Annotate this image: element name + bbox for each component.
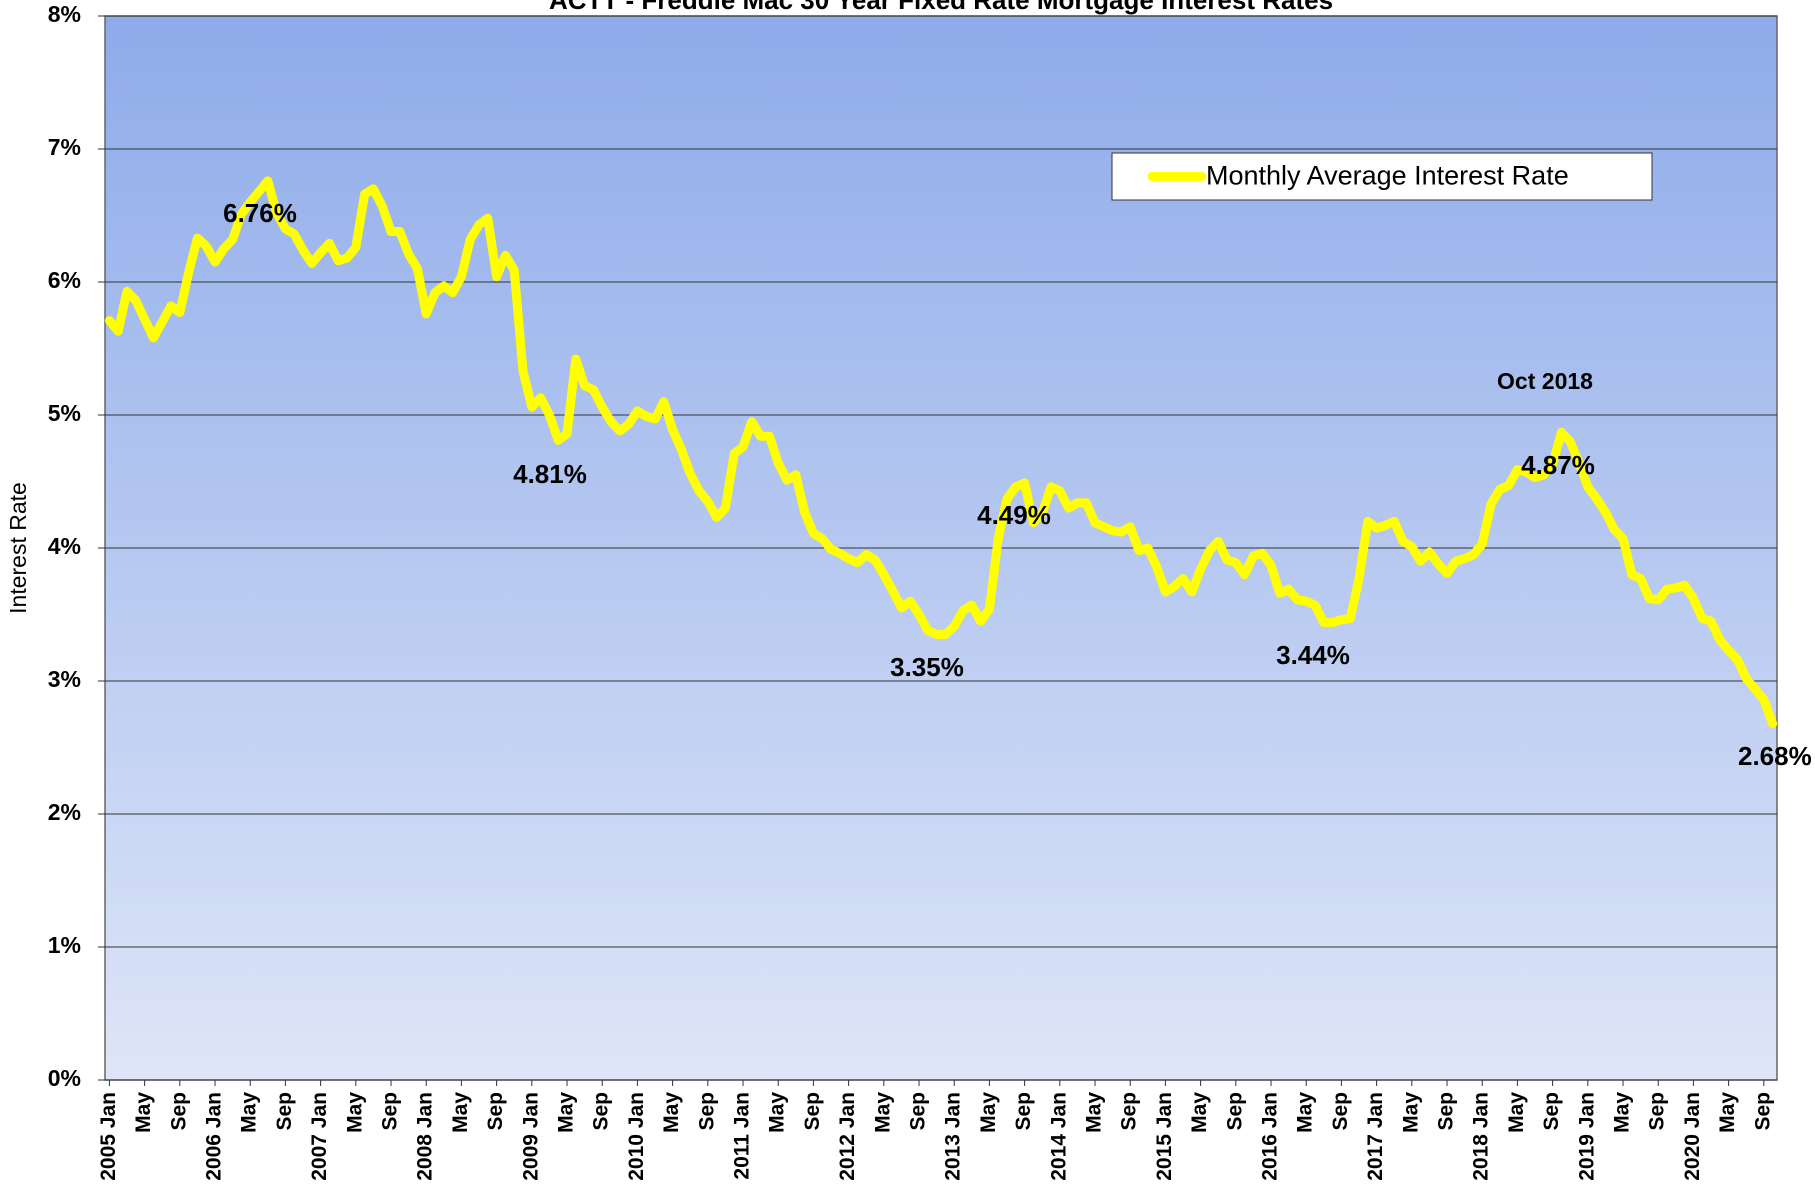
x-tick-label: 2012 Jan bbox=[836, 1092, 859, 1181]
chart-title: ACTT - Freddie Mac 30 Year Fixed Rate Mo… bbox=[549, 0, 1333, 15]
x-tick-label: May bbox=[1611, 1092, 1634, 1133]
x-tick-label: Sep bbox=[801, 1092, 824, 1131]
x-tick-label: May bbox=[1716, 1092, 1739, 1133]
y-tick-label: 7% bbox=[48, 134, 81, 160]
x-tick-label: Sep bbox=[1435, 1092, 1458, 1131]
annotation: 4.49% bbox=[977, 500, 1051, 530]
annotation: 2.68% bbox=[1738, 741, 1812, 771]
x-tick-label: Sep bbox=[695, 1092, 718, 1131]
legend-label: Monthly Average Interest Rate bbox=[1206, 161, 1569, 191]
x-tick-label: Sep bbox=[907, 1092, 930, 1131]
series-line bbox=[104, 176, 1778, 729]
x-tick-label: Sep bbox=[273, 1092, 296, 1131]
x-tick-label: May bbox=[660, 1092, 683, 1133]
x-tick-label: May bbox=[1083, 1092, 1106, 1133]
x-tick-label: Sep bbox=[484, 1092, 507, 1131]
x-tick-label: Sep bbox=[379, 1092, 402, 1131]
x-tick-label: May bbox=[555, 1092, 578, 1133]
y-tick-label: 6% bbox=[48, 267, 81, 293]
x-tick-label: Sep bbox=[1012, 1092, 1035, 1131]
x-tick-label: 2018 Jan bbox=[1470, 1092, 1493, 1181]
x-tick-label: 2019 Jan bbox=[1575, 1092, 1598, 1181]
y-tick-label: 4% bbox=[48, 533, 81, 559]
x-tick-label: 2014 Jan bbox=[1047, 1092, 1070, 1181]
x-tick-label: 2015 Jan bbox=[1153, 1092, 1176, 1181]
x-tick-label: Sep bbox=[1540, 1092, 1563, 1131]
y-tick-label: 0% bbox=[48, 1065, 81, 1091]
annotation: 3.35% bbox=[890, 652, 964, 682]
x-tick-label: May bbox=[343, 1092, 366, 1133]
annotation: Oct 2018 bbox=[1497, 368, 1593, 394]
y-tick-label: 5% bbox=[48, 400, 81, 426]
y-tick-label: 8% bbox=[48, 1, 81, 27]
annotation: 3.44% bbox=[1276, 640, 1350, 670]
x-tick-label: Sep bbox=[167, 1092, 190, 1131]
x-tick-label: Sep bbox=[1646, 1092, 1669, 1131]
x-tick-label: 2010 Jan bbox=[625, 1092, 648, 1181]
x-tick-label: May bbox=[132, 1092, 155, 1133]
annotation: 4.81% bbox=[513, 459, 587, 489]
annotation: 6.76% bbox=[223, 198, 297, 228]
x-tick-label: May bbox=[449, 1092, 472, 1133]
x-tick-label: 2011 Jan bbox=[731, 1092, 754, 1180]
x-tick-label: May bbox=[238, 1092, 261, 1133]
x-tick-label: May bbox=[977, 1092, 1000, 1133]
x-tick-label: 2013 Jan bbox=[942, 1092, 965, 1181]
annotation: 4.87% bbox=[1521, 450, 1595, 480]
x-tick-label: May bbox=[871, 1092, 894, 1133]
y-tick-label: 1% bbox=[48, 932, 81, 958]
x-tick-label: 2016 Jan bbox=[1259, 1092, 1282, 1181]
x-tick-label: May bbox=[1188, 1092, 1211, 1133]
x-tick-label: 2007 Jan bbox=[308, 1092, 331, 1181]
x-tick-label: 2017 Jan bbox=[1364, 1092, 1387, 1181]
y-tick-label: 3% bbox=[48, 666, 81, 692]
y-axis-label: Interest Rate bbox=[5, 482, 31, 614]
x-tick-label: 2006 Jan bbox=[203, 1092, 226, 1181]
x-tick-label: 2008 Jan bbox=[414, 1092, 437, 1181]
x-tick-label: May bbox=[766, 1092, 789, 1133]
x-tick-label: 2005 Jan bbox=[97, 1092, 120, 1181]
x-tick-label: Sep bbox=[1118, 1092, 1141, 1131]
x-tick-label: 2020 Jan bbox=[1681, 1092, 1704, 1181]
x-tick-label: Sep bbox=[1329, 1092, 1352, 1131]
x-tick-label: May bbox=[1399, 1092, 1422, 1133]
x-tick-label: May bbox=[1505, 1092, 1528, 1133]
x-tick-label: Sep bbox=[1223, 1092, 1246, 1131]
x-tick-label: Sep bbox=[590, 1092, 613, 1131]
x-tick-label: May bbox=[1294, 1092, 1317, 1133]
x-tick-label: Sep bbox=[1751, 1092, 1774, 1131]
y-tick-label: 2% bbox=[48, 799, 81, 825]
x-tick-label: 2009 Jan bbox=[519, 1092, 542, 1181]
